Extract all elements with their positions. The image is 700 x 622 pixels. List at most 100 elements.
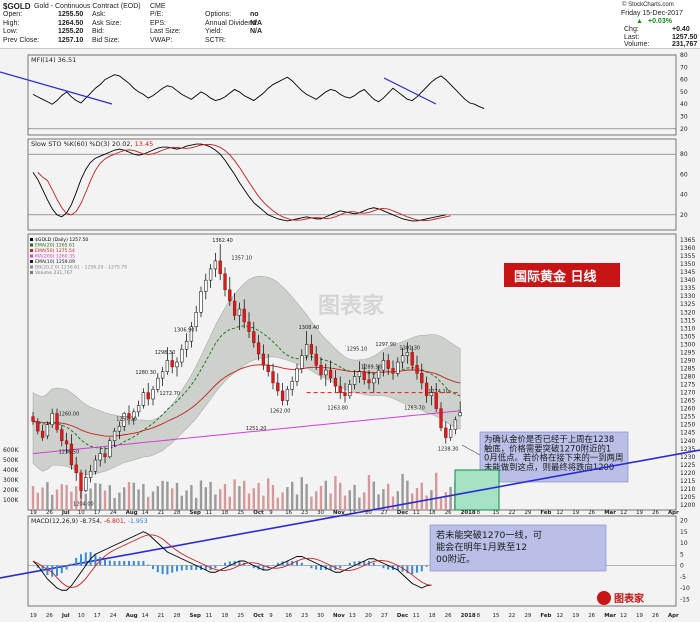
volume-bar xyxy=(310,496,313,510)
macd-histogram-bar xyxy=(104,559,106,566)
volume-bar xyxy=(204,487,207,510)
macd-histogram-bar xyxy=(132,561,135,566)
x-axis-label-bottom: 12 xyxy=(556,613,563,619)
macd-histogram-bar xyxy=(296,561,298,566)
x-axis-label: Nov xyxy=(333,510,345,516)
x-axis-label: 24 xyxy=(110,510,117,516)
macd-tick: 20 xyxy=(680,518,688,525)
sto-d-line xyxy=(37,143,451,222)
price-tick: 1255 xyxy=(680,414,695,421)
macd-tick: 0 xyxy=(680,563,684,570)
macd-tick: -10 xyxy=(680,585,690,592)
x-axis-label-bottom: 13 xyxy=(349,613,356,619)
x-axis-label-bottom: 18 xyxy=(429,613,436,619)
volume-bar xyxy=(358,497,361,510)
price-annotation: 1274.10 xyxy=(428,389,449,395)
price-annotation: 1236.50 xyxy=(59,449,80,455)
volume-bar xyxy=(41,487,44,510)
candle-body xyxy=(252,331,256,344)
x-axis-label: 18 xyxy=(221,510,228,516)
candle-body xyxy=(189,326,194,342)
candle-body xyxy=(132,411,136,419)
candle-body xyxy=(88,471,93,478)
mfi-tick: 30 xyxy=(680,114,688,121)
right-field-value: +0.40 xyxy=(672,26,690,33)
macd-histogram-bar xyxy=(252,565,255,569)
note1-line: 为确认金价是否已经于上周在1238 xyxy=(484,434,614,444)
volume-bar xyxy=(353,484,356,510)
macd-histogram-bar xyxy=(123,561,126,566)
mfi-tick: 70 xyxy=(680,64,688,71)
candle-body xyxy=(160,371,165,379)
x-axis-label-bottom: Sep xyxy=(190,613,202,619)
candle-body xyxy=(444,427,448,438)
candle-body xyxy=(199,291,203,313)
macd-histogram-bar xyxy=(80,554,82,566)
macd-histogram-bar xyxy=(46,565,49,576)
x-axis-label-bottom: 16 xyxy=(285,613,292,619)
price-annotation: 1298.30 xyxy=(155,350,176,356)
volume-bar xyxy=(219,489,222,510)
candle-body xyxy=(151,389,155,400)
x-axis-label: 13 xyxy=(349,510,356,516)
x-axis-label-bottom: Nov xyxy=(333,613,345,619)
x-axis-label: 25 xyxy=(237,510,244,516)
x-axis-label: 22 xyxy=(509,510,516,516)
volume-bar xyxy=(84,493,87,510)
mfi-tick: 60 xyxy=(680,77,688,84)
chart-title: 国际黄金 日线 xyxy=(514,269,597,285)
x-axis-label-bottom: 30 xyxy=(317,613,324,619)
volume-bar xyxy=(147,496,150,510)
x-axis-label: Dec xyxy=(397,510,408,516)
price-annotation: 1262.00 xyxy=(270,408,291,414)
volume-bar xyxy=(406,480,409,510)
field-label: EPS: xyxy=(150,19,166,27)
candle-body xyxy=(69,443,74,466)
right-field-value: 1257.50 xyxy=(672,33,698,41)
sto-label: Slow STO %K(60) %D(3) 20.02, 13.45 xyxy=(31,140,153,148)
candle-body xyxy=(285,389,290,401)
legend-swatch xyxy=(30,238,33,241)
volume-bar xyxy=(315,491,318,510)
legend-entry: EMA(10) 1259.09 xyxy=(35,259,75,265)
volume-bar xyxy=(257,482,260,510)
price-annotation: 1357.10 xyxy=(231,256,252,262)
candle-body xyxy=(93,459,98,472)
price-tick: 1240 xyxy=(680,438,695,445)
volume-bar xyxy=(430,490,433,510)
candle-body xyxy=(328,369,333,379)
macd-histogram-bar xyxy=(315,565,318,570)
volume-bar xyxy=(132,482,135,510)
price-annotation: 1301.30 xyxy=(399,345,420,351)
x-axis-label-bottom: Oct xyxy=(253,613,264,619)
field-label: Options: xyxy=(205,11,232,18)
volume-tick: 600K xyxy=(3,447,19,454)
candle-body xyxy=(117,426,122,432)
macd-histogram-bar xyxy=(420,565,423,572)
candle-body xyxy=(400,355,405,363)
macd-histogram-bar xyxy=(166,565,169,575)
legend-swatch xyxy=(30,249,33,252)
volume-bar xyxy=(199,480,203,510)
x-axis-label-bottom: 28 xyxy=(174,613,181,619)
candle-body xyxy=(314,353,318,366)
legend-entry: $GOLD (Daily) 1257.50 xyxy=(35,237,88,243)
macd-tick: -15 xyxy=(680,596,690,603)
candle-body xyxy=(415,365,419,374)
ema50-line xyxy=(32,364,461,437)
price-annotation: 1251.20 xyxy=(246,426,267,432)
candle-body xyxy=(156,377,160,390)
legend-swatch xyxy=(30,260,33,263)
x-axis-label-bottom: 27 xyxy=(381,613,388,619)
macd-histogram-bar xyxy=(320,565,322,570)
sto-tick: 60 xyxy=(680,171,688,178)
candle-body xyxy=(396,361,400,374)
candle-body xyxy=(309,344,314,355)
x-axis-label: 23 xyxy=(301,510,308,516)
volume-bar xyxy=(339,482,342,510)
price-tick: 1250 xyxy=(680,422,695,429)
candle-body xyxy=(333,377,338,387)
candle-body xyxy=(40,430,45,438)
price-tick: 1260 xyxy=(680,406,695,413)
